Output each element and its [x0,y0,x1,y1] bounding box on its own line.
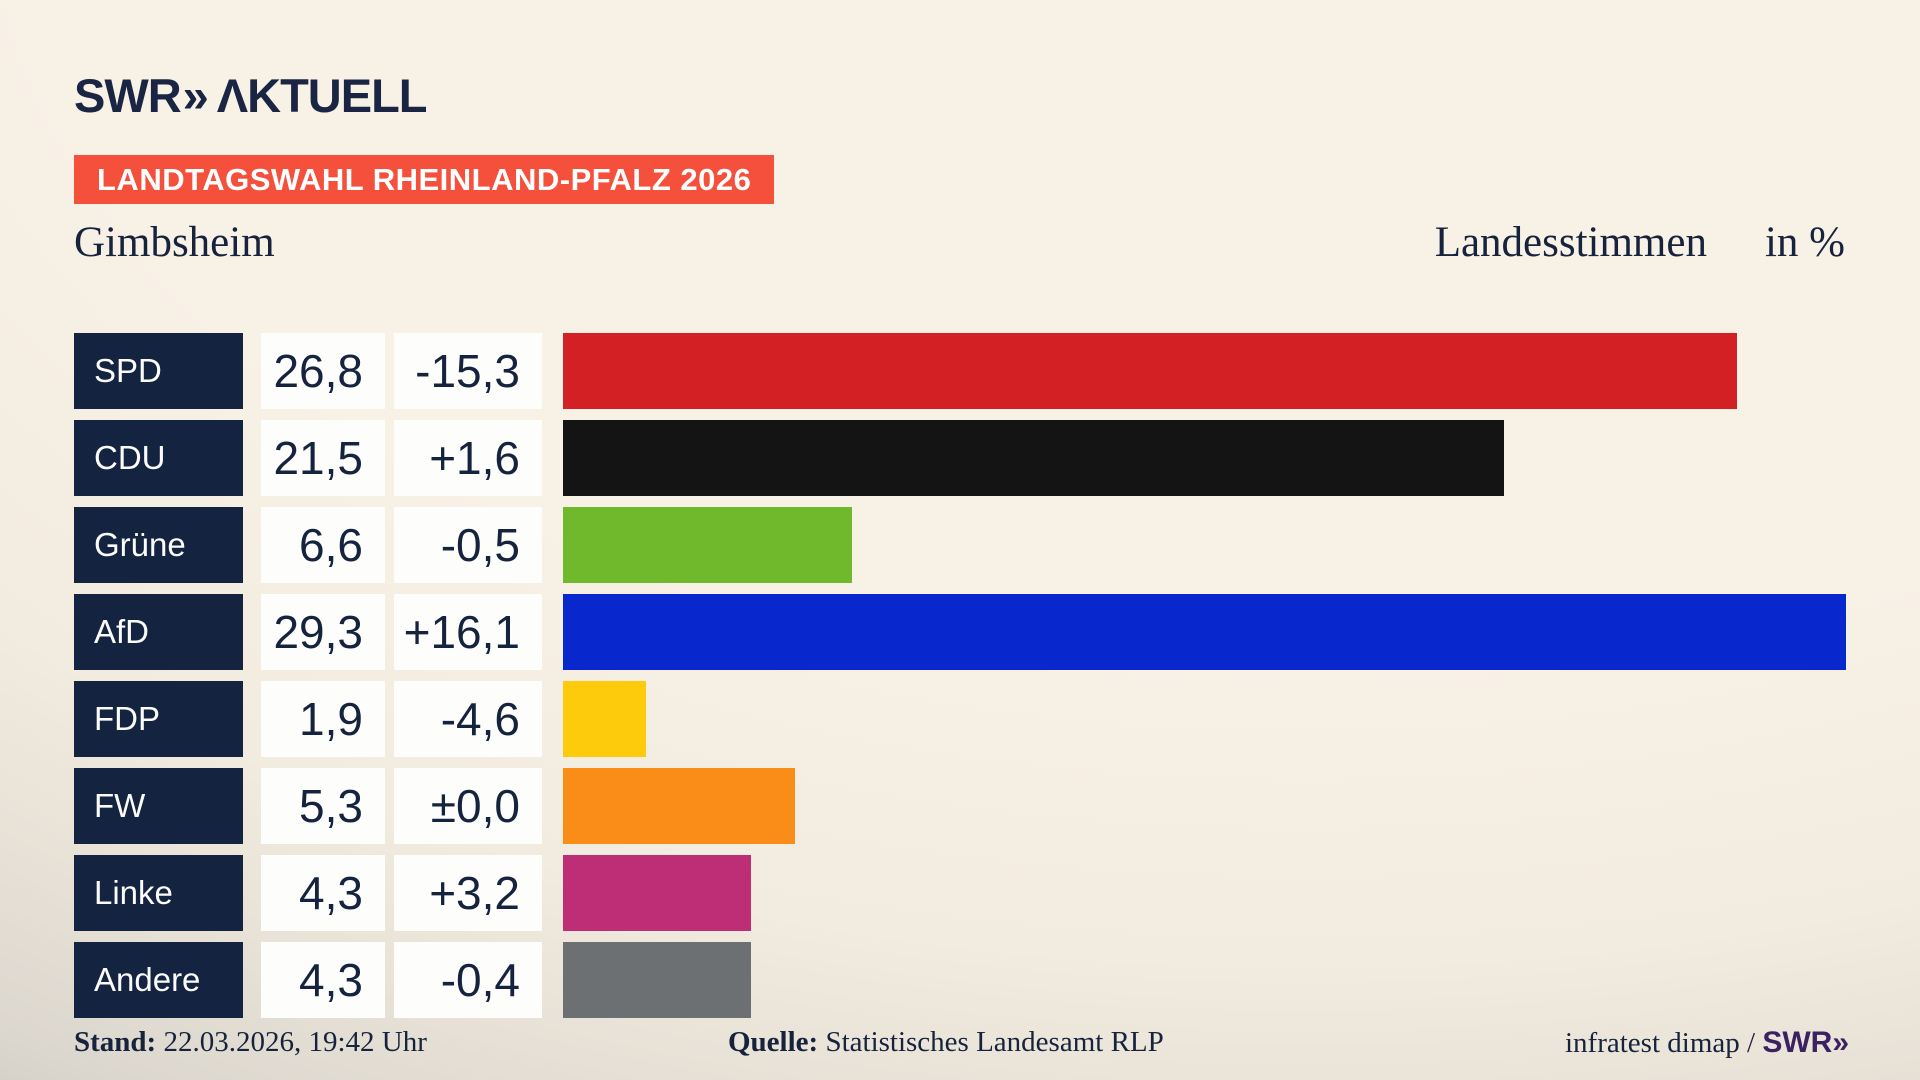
table-row: Grüne 6,6 -0,5 [74,507,1846,583]
swr-logo-text: SWR [74,69,182,122]
bar-track [563,681,1846,757]
bar-spd [563,333,1737,409]
bar-cdu [563,420,1505,496]
value-cell: 6,6 [261,507,385,583]
stand-label: Stand: [74,1026,157,1058]
table-row: FDP 1,9 -4,6 [74,681,1846,757]
party-label: AfD [74,594,243,670]
bar-fw [563,768,796,844]
value-cell: 21,5 [261,420,385,496]
bar-andere [563,942,752,1018]
table-row: AfD 29,3 +16,1 [74,594,1846,670]
bar-fdp [563,681,647,757]
table-row: FW 5,3 ±0,0 [74,768,1846,844]
table-row: Andere 4,3 -0,4 [74,942,1846,1018]
bar-track [563,594,1846,670]
swr-footer-text: SWR [1762,1026,1833,1059]
aktuell-logo-text: ΛKTUELL [216,69,428,122]
value-cell: 4,3 [261,855,385,931]
value-cell: 26,8 [261,333,385,409]
change-cell: -15,3 [394,333,542,409]
change-cell: -4,6 [394,681,542,757]
bar-track [563,333,1846,409]
source-label: Quelle: [728,1026,819,1058]
table-row: SPD 26,8 -15,3 [74,333,1846,409]
table-row: CDU 21,5 +1,6 [74,420,1846,496]
stand-timestamp: Stand: 22.03.2026, 19:42 Uhr [74,1026,427,1059]
change-cell: +1,6 [394,420,542,496]
party-label: FW [74,768,243,844]
results-bar-chart: SPD 26,8 -15,3 CDU 21,5 +1,6 Grüne 6,6 -0,5 AfD 29… [74,333,1846,1029]
stand-value: 22.03.2026, 19:42 Uhr [163,1026,427,1058]
party-label: Andere [74,942,243,1018]
party-label: FDP [74,681,243,757]
credit-note: infratest dimap / SWR» [1565,1026,1849,1060]
measure-title: Landesstimmen in % [1435,218,1845,267]
bar-track [563,855,1846,931]
party-label: CDU [74,420,243,496]
swr-aktuell-logo: SWR» ΛKTUELL [74,68,428,123]
swr-footer-chevrons-icon: » [1832,1026,1849,1059]
change-cell: -0,4 [394,942,542,1018]
party-label: Grüne [74,507,243,583]
source-value: Statistisches Landesamt RLP [825,1026,1164,1058]
bar-linke [563,855,752,931]
title-row: Gimbsheim Landesstimmen in % [74,218,1845,267]
bar-track [563,768,1846,844]
value-cell: 29,3 [261,594,385,670]
bar-afd [563,594,1846,670]
value-cell: 5,3 [261,768,385,844]
bar-track [563,507,1846,583]
change-cell: +16,1 [394,594,542,670]
party-label: SPD [74,333,243,409]
measure-label: Landesstimmen [1434,219,1707,266]
bar-track [563,942,1846,1018]
credit-text: infratest dimap / [1565,1027,1763,1059]
election-banner: LANDTAGSWAHL RHEINLAND-PFALZ 2026 [74,155,775,204]
bar-grüne [563,507,852,583]
value-cell: 1,9 [261,681,385,757]
change-cell: -0,5 [394,507,542,583]
change-cell: ±0,0 [394,768,542,844]
swr-chevrons-icon: » [182,69,209,122]
source-note: Quelle: Statistisches Landesamt RLP [728,1026,1164,1059]
bar-track [563,420,1846,496]
swr-footer-logo: SWR» [1762,1026,1849,1059]
municipality-title: Gimbsheim [74,219,275,266]
change-cell: +3,2 [394,855,542,931]
value-cell: 4,3 [261,942,385,1018]
unit-label: in % [1764,219,1845,266]
table-row: Linke 4,3 +3,2 [74,855,1846,931]
party-label: Linke [74,855,243,931]
